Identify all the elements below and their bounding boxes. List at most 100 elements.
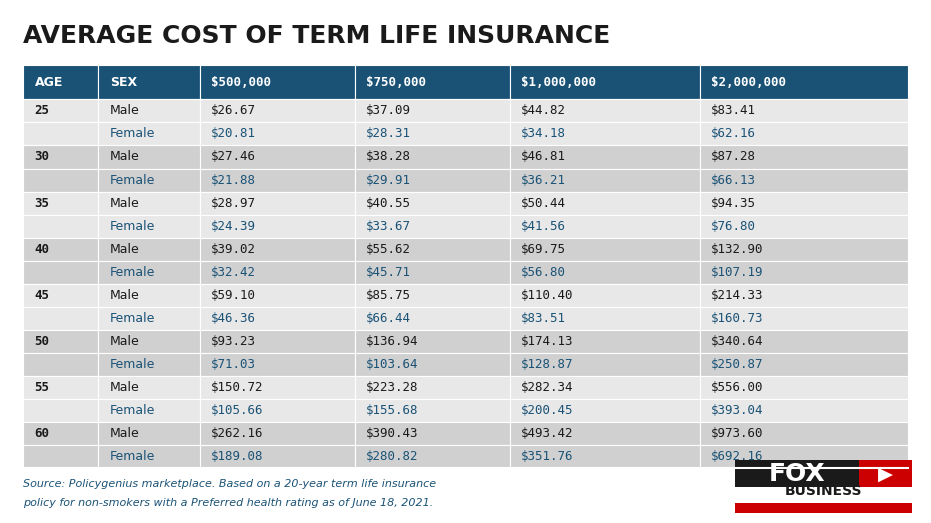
Text: 50: 50 bbox=[34, 335, 49, 348]
Text: $2,000,000: $2,000,000 bbox=[711, 76, 786, 89]
Text: 55: 55 bbox=[34, 381, 49, 394]
Text: $56.80: $56.80 bbox=[521, 266, 566, 279]
Text: Male: Male bbox=[110, 289, 140, 302]
Text: SEX: SEX bbox=[110, 76, 137, 89]
Text: $29.91: $29.91 bbox=[366, 174, 412, 187]
Text: Male: Male bbox=[110, 243, 140, 256]
Bar bbox=[23, 353, 99, 376]
Bar bbox=[735, 503, 912, 513]
Text: $110.40: $110.40 bbox=[521, 289, 573, 302]
Text: $1,000,000: $1,000,000 bbox=[521, 76, 596, 89]
Bar bbox=[355, 214, 510, 237]
Text: $32.42: $32.42 bbox=[211, 266, 256, 279]
Text: $390.43: $390.43 bbox=[366, 427, 419, 440]
Text: $36.21: $36.21 bbox=[521, 174, 566, 187]
Bar bbox=[700, 191, 908, 214]
Bar bbox=[355, 191, 510, 214]
Text: 40: 40 bbox=[34, 243, 49, 256]
Text: $55.62: $55.62 bbox=[366, 243, 412, 256]
Bar bbox=[200, 422, 355, 445]
Bar bbox=[355, 353, 510, 376]
Text: $66.13: $66.13 bbox=[711, 174, 756, 187]
Bar bbox=[23, 330, 99, 353]
Bar bbox=[23, 168, 99, 191]
Bar bbox=[700, 445, 908, 468]
Bar bbox=[23, 260, 99, 283]
Bar bbox=[200, 65, 355, 99]
Text: $40.55: $40.55 bbox=[366, 197, 412, 210]
Text: $692.16: $692.16 bbox=[711, 450, 763, 463]
Bar bbox=[700, 168, 908, 191]
Text: $750,000: $750,000 bbox=[366, 76, 426, 89]
Text: BUSINESS: BUSINESS bbox=[785, 484, 863, 498]
Text: Female: Female bbox=[110, 128, 155, 141]
Text: $150.72: $150.72 bbox=[211, 381, 263, 394]
Text: $393.04: $393.04 bbox=[711, 404, 763, 417]
Text: $136.94: $136.94 bbox=[366, 335, 419, 348]
Bar bbox=[510, 399, 700, 422]
Bar bbox=[700, 99, 908, 122]
Bar bbox=[510, 99, 700, 122]
Text: $83.51: $83.51 bbox=[521, 312, 566, 325]
Bar bbox=[200, 283, 355, 307]
Bar bbox=[200, 168, 355, 191]
Bar bbox=[200, 376, 355, 399]
Text: $59.10: $59.10 bbox=[211, 289, 256, 302]
Text: $500,000: $500,000 bbox=[211, 76, 271, 89]
Bar bbox=[99, 307, 200, 330]
Bar bbox=[200, 214, 355, 237]
Bar bbox=[355, 445, 510, 468]
Text: ▶: ▶ bbox=[878, 464, 894, 483]
Bar bbox=[355, 65, 510, 99]
Text: $93.23: $93.23 bbox=[211, 335, 256, 348]
Bar bbox=[200, 330, 355, 353]
Text: $27.46: $27.46 bbox=[211, 151, 256, 164]
Bar bbox=[355, 122, 510, 145]
Bar bbox=[99, 283, 200, 307]
Bar bbox=[23, 122, 99, 145]
Bar bbox=[99, 122, 200, 145]
Text: $76.80: $76.80 bbox=[711, 220, 756, 233]
Bar bbox=[510, 168, 700, 191]
Bar bbox=[99, 330, 200, 353]
Text: $50.44: $50.44 bbox=[521, 197, 566, 210]
Bar bbox=[23, 145, 99, 168]
Bar bbox=[99, 445, 200, 468]
Text: $973.60: $973.60 bbox=[711, 427, 763, 440]
Bar bbox=[735, 460, 859, 487]
Bar bbox=[700, 122, 908, 145]
Bar bbox=[700, 307, 908, 330]
Text: Female: Female bbox=[110, 220, 155, 233]
Text: 45: 45 bbox=[34, 289, 49, 302]
Bar bbox=[23, 191, 99, 214]
Text: 60: 60 bbox=[34, 427, 49, 440]
Bar bbox=[23, 376, 99, 399]
Bar bbox=[510, 191, 700, 214]
Bar bbox=[200, 99, 355, 122]
Bar bbox=[99, 353, 200, 376]
Text: 25: 25 bbox=[34, 105, 49, 117]
Bar bbox=[355, 399, 510, 422]
Bar bbox=[700, 283, 908, 307]
Bar bbox=[23, 307, 99, 330]
Text: $46.36: $46.36 bbox=[211, 312, 256, 325]
Text: $105.66: $105.66 bbox=[211, 404, 263, 417]
Bar bbox=[510, 330, 700, 353]
Text: $44.82: $44.82 bbox=[521, 105, 566, 117]
Text: $66.44: $66.44 bbox=[366, 312, 412, 325]
Text: AGE: AGE bbox=[34, 76, 62, 89]
Bar bbox=[23, 214, 99, 237]
Text: $174.13: $174.13 bbox=[521, 335, 573, 348]
Bar bbox=[23, 422, 99, 445]
Bar bbox=[700, 376, 908, 399]
Text: $41.56: $41.56 bbox=[521, 220, 566, 233]
Text: $214.33: $214.33 bbox=[711, 289, 763, 302]
Text: $83.41: $83.41 bbox=[711, 105, 756, 117]
Bar bbox=[355, 330, 510, 353]
Text: $94.35: $94.35 bbox=[711, 197, 756, 210]
Text: Female: Female bbox=[110, 358, 155, 371]
Text: 35: 35 bbox=[34, 197, 49, 210]
Bar bbox=[200, 191, 355, 214]
Text: $351.76: $351.76 bbox=[521, 450, 573, 463]
Text: Male: Male bbox=[110, 381, 140, 394]
